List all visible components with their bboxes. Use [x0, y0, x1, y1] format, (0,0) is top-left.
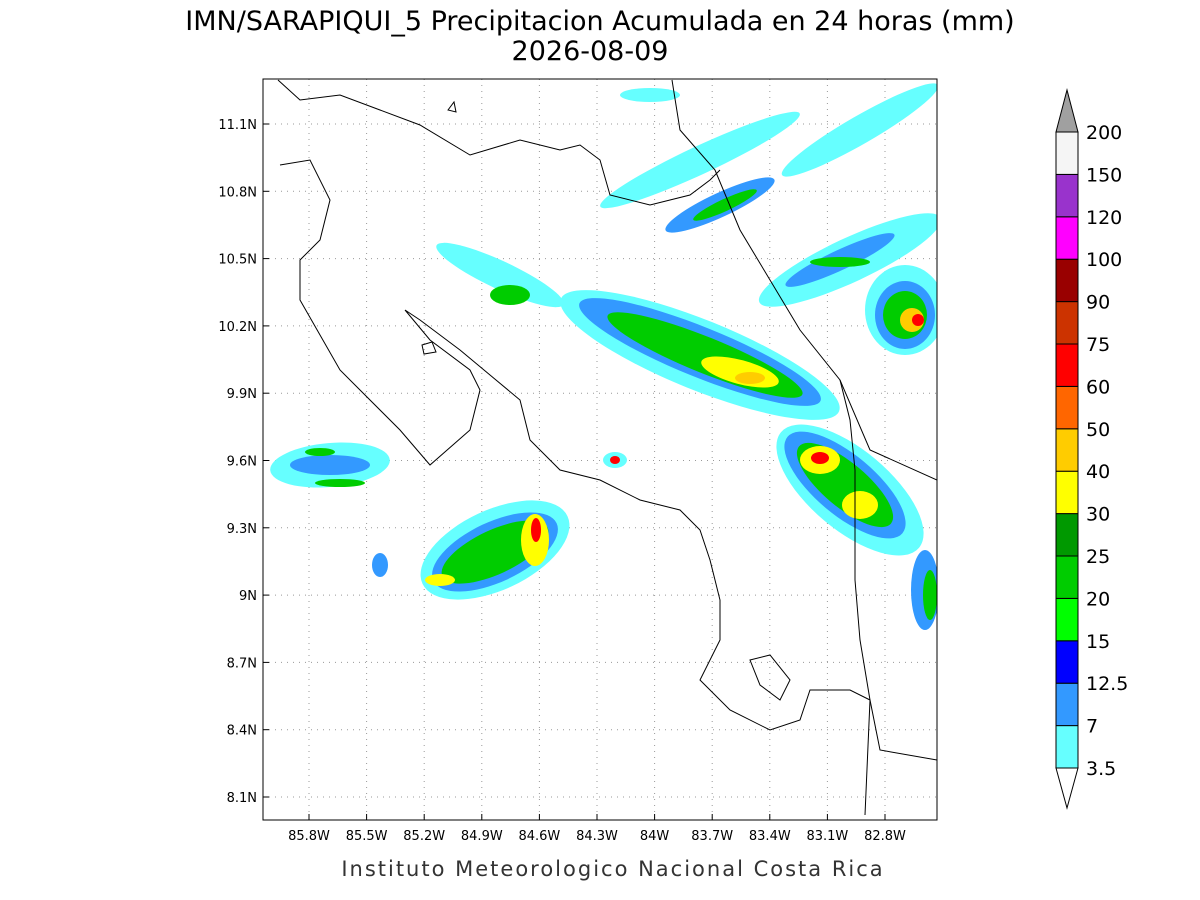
colorbar-label: 25: [1086, 546, 1110, 568]
colorbar-label: 100: [1086, 249, 1122, 271]
y-tick-label: 8.1N: [227, 791, 257, 806]
colorbar-label: 200: [1086, 122, 1122, 144]
x-tick-label: 83.4W: [749, 829, 791, 844]
colorbar-label: 120: [1086, 207, 1122, 229]
y-tick-label: 10.2N: [218, 320, 257, 335]
colorbar-label: 20: [1086, 588, 1110, 610]
x-tick-label: 85.5W: [346, 829, 388, 844]
title: IMN/SARAPIQUI_5 Precipitacion Acumulada …: [185, 6, 1014, 37]
colorbar-label: 7: [1086, 716, 1098, 738]
colorbar-label: 15: [1086, 631, 1110, 653]
y-tick-label: 10.5N: [218, 253, 257, 268]
band-west: [270, 442, 627, 600]
colorbar-box: [1055, 131, 1079, 175]
colorbar-box: [1055, 725, 1079, 769]
colorbar-box: [1055, 173, 1079, 218]
y-tick-label: 9.6N: [227, 454, 257, 469]
x-tick-label: 85.8W: [288, 829, 330, 844]
coastlines: [277, 79, 937, 816]
y-tick-label: 8.4N: [227, 724, 257, 739]
colorbar-box: [1055, 470, 1079, 515]
x-tick-label: 83.7W: [691, 829, 733, 844]
precipitation-field: [270, 79, 937, 816]
y-tick-label: 9N: [239, 589, 257, 604]
colorbar-label: 12.5: [1086, 673, 1128, 695]
colorbar-label: 90: [1086, 292, 1110, 314]
colorbar-box: [1055, 640, 1079, 684]
x-tick-label: 84.9W: [461, 829, 503, 844]
x-tick-label: 83.1W: [806, 829, 848, 844]
x-tick-label: 84.6W: [518, 829, 560, 844]
colorbar-under: [1055, 767, 1079, 810]
subtitle: 2026-08-09: [512, 36, 669, 67]
colorbar-box: [1055, 301, 1079, 345]
footer: Instituto Meteorologico Nacional Costa R…: [341, 857, 884, 881]
band-north: [600, 83, 937, 233]
colorbar-box: [1055, 343, 1079, 387]
colorbar-over: [1055, 88, 1079, 133]
x-tick-label: 82.8W: [864, 829, 906, 844]
band-central: [436, 242, 840, 420]
x-tick-label: 85.2W: [403, 829, 445, 844]
x-tick-label: 84W: [640, 829, 670, 844]
y-tick-label: 10.8N: [218, 185, 257, 200]
colorbar-box: [1055, 385, 1079, 430]
y-tick-label: 11.1N: [218, 118, 257, 133]
colorbar-box: [1055, 597, 1079, 642]
band-southeast: [776, 424, 937, 630]
colorbar-box: [1055, 555, 1079, 599]
colorbar-box: [1055, 216, 1079, 260]
colorbar-box: [1055, 682, 1079, 727]
colorbar-box: [1055, 513, 1079, 557]
colorbar-label: 3.5: [1086, 758, 1116, 780]
colorbar-box: [1055, 258, 1079, 303]
y-tick-label: 8.7N: [227, 656, 257, 671]
colorbar-label: 75: [1086, 334, 1110, 356]
colorbar-label: 50: [1086, 419, 1110, 441]
y-tick-label: 9.9N: [227, 387, 257, 402]
colorbar-label: 40: [1086, 461, 1110, 483]
colorbar: 3.5 7 12.5 15 20 25 30 40 50 60 75 90 100 120 150 200: [1055, 88, 1128, 810]
colorbar-box: [1055, 428, 1079, 472]
colorbar-label: 60: [1086, 376, 1110, 398]
band-east: [758, 213, 937, 355]
map-frame: [262, 78, 938, 821]
colorbar-label: 30: [1086, 504, 1110, 526]
y-tick-label: 9.3N: [227, 522, 257, 537]
x-tick-label: 84.3W: [576, 829, 618, 844]
colorbar-label: 150: [1086, 164, 1122, 186]
